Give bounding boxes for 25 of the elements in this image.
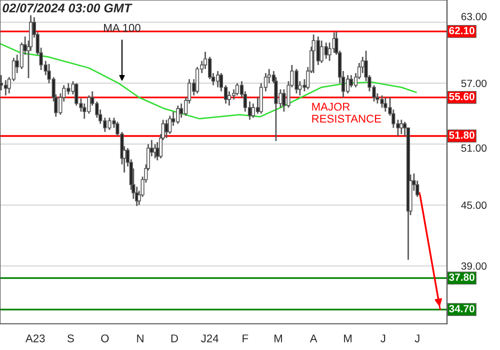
y-tick-label: 57.00 [461, 80, 487, 88]
x-tick-label: J [380, 334, 386, 342]
ref-line-label: 51.80 [449, 131, 474, 139]
x-tick-label: N [137, 334, 144, 342]
ref-line-label: 55.60 [449, 92, 474, 100]
x-tick-label: O [101, 334, 109, 342]
y-tick-label: 51.00 [461, 144, 487, 152]
x-tick-label: D [171, 334, 178, 342]
ref-line-label: 62.10 [449, 26, 474, 34]
x-tick-label: M [274, 334, 282, 342]
x-tick-label: J24 [201, 334, 218, 342]
ref-line-label: 34.70 [449, 304, 474, 312]
y-tick-label: 63.00 [461, 12, 487, 20]
y-tick-label: 45.00 [461, 202, 487, 209]
x-tick-label: A23 [25, 334, 45, 342]
ref-line-label: 37.80 [449, 274, 474, 281]
y-tick-label: 39.00 [461, 262, 487, 270]
x-tick-label: M [344, 334, 352, 342]
x-tick-label: J [414, 334, 420, 342]
x-tick-label: S [68, 334, 74, 342]
annotation: MAJOR RESISTANCE [312, 102, 382, 123]
annotation: 02/07/2024 03:00 GMT [2, 3, 132, 13]
x-tick-label: F [242, 334, 248, 342]
x-tick-label: A [310, 334, 318, 342]
annotation: MA 100 [104, 24, 140, 32]
